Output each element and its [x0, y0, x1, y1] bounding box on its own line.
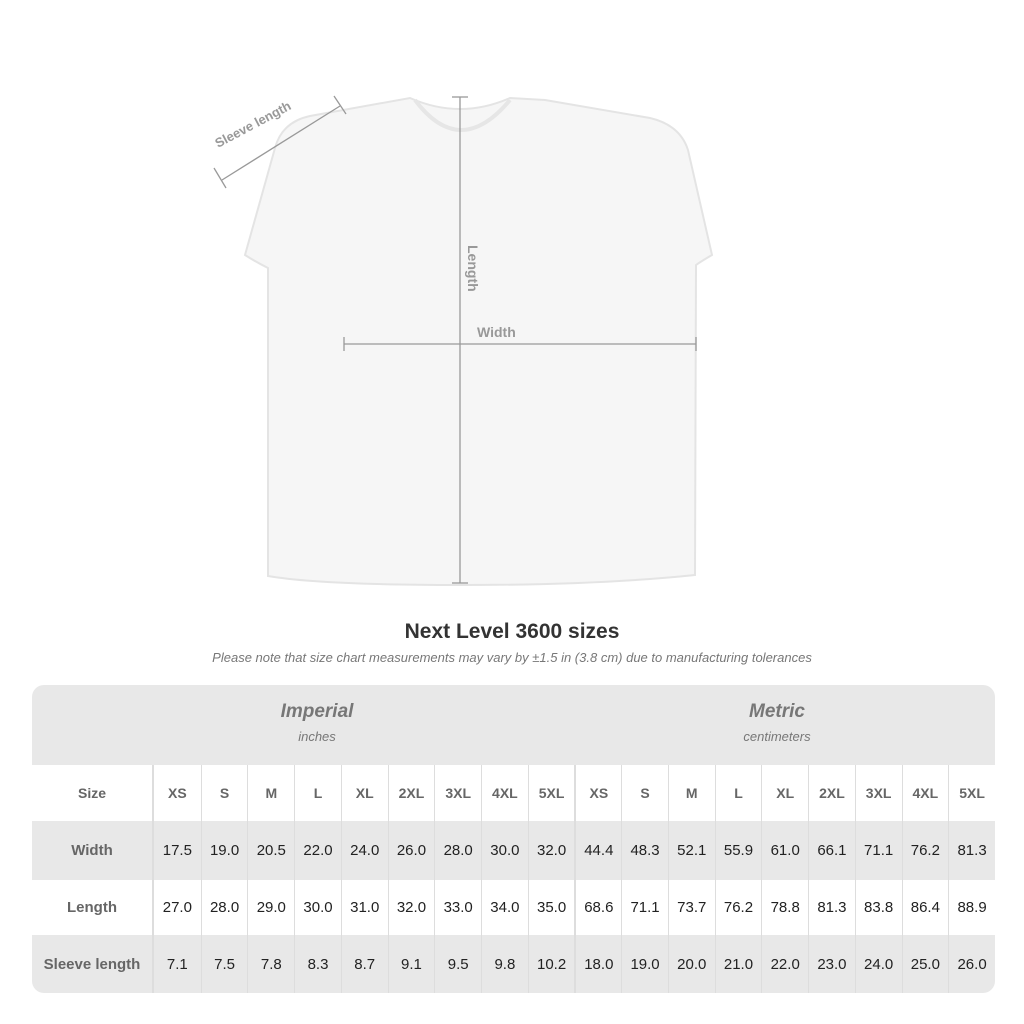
table-cell: 24.0	[854, 935, 902, 993]
metric-unit: centimeters	[743, 729, 811, 744]
table-cell: 3XL	[854, 765, 902, 821]
tshirt-shape	[243, 96, 714, 587]
table-cell: 30.0	[481, 821, 528, 880]
table-cell: 7.8	[247, 935, 294, 993]
imperial-unit: inches	[298, 729, 336, 744]
table-cell: 48.3	[621, 821, 668, 880]
table-cell: 4XL	[481, 765, 528, 821]
page-title: Next Level 3600 sizes	[404, 620, 620, 643]
table-cell: 68.6	[574, 880, 621, 935]
table-cell: 10.2	[527, 935, 575, 993]
table-row: Length 27.0 28.0 29.0 30.0 31.0 32.0 33.0 34.0 35…	[32, 880, 995, 935]
table-cell: 71.1	[854, 821, 902, 880]
table-cell: M	[667, 765, 715, 821]
table-cell: S	[200, 765, 248, 821]
table-cell: 8.7	[340, 935, 388, 993]
table-cell: 21.0	[714, 935, 762, 993]
table-cell: 18.0	[574, 935, 621, 993]
table-cell: 22.0	[294, 821, 341, 880]
table-cell: 34.0	[481, 880, 528, 935]
size-table: Imperial inches Metric centimeters Size X…	[32, 685, 995, 993]
table-header: Imperial inches Metric centimeters	[32, 685, 995, 765]
table-row: Size XS S M L XL 2XL 3XL 4XL 5XL XS S M L XL 2XL 3XL 4XL 5…	[32, 765, 995, 821]
table-cell: 26.0	[948, 935, 995, 993]
table-cell: 73.7	[667, 880, 715, 935]
table-cell: 30.0	[294, 880, 341, 935]
table-cell: 27.0	[162, 899, 192, 916]
table-cell: XS	[574, 765, 621, 821]
tolerance-note: Please note that size chart measurements…	[212, 650, 812, 665]
table-cell: 26.0	[387, 821, 435, 880]
table-cell: 9.5	[434, 935, 481, 993]
table-cell: L	[294, 765, 341, 821]
length-label: Length	[465, 245, 481, 292]
table-cell: XL	[761, 765, 808, 821]
table-cell: 81.3	[808, 880, 855, 935]
table-cell: 76.2	[901, 821, 949, 880]
table-cell: 17.5	[162, 842, 192, 859]
table-cell: 33.0	[434, 880, 481, 935]
metric-header: Metric centimeters	[602, 701, 952, 744]
row-label: Width	[32, 821, 154, 880]
table-cell: 4XL	[901, 765, 949, 821]
table-cell: 32.0	[527, 821, 575, 880]
table-cell: S	[621, 765, 668, 821]
table-cell: 22.0	[761, 935, 808, 993]
table-cell: 5XL	[527, 765, 575, 821]
table-cell: 8.3	[294, 935, 341, 993]
table-cell: 24.0	[340, 821, 388, 880]
table-cell: 5XL	[948, 765, 995, 821]
imperial-title: Imperial	[280, 701, 354, 722]
tshirt-diagram: Sleeve length Length Width	[212, 95, 714, 587]
table-cell: 3XL	[434, 765, 481, 821]
table-cell: 81.3	[948, 821, 995, 880]
table-cell: 7.5	[200, 935, 248, 993]
table-cell: 86.4	[901, 880, 949, 935]
table-cell: 9.1	[387, 935, 435, 993]
row-label: Sleeve length	[32, 935, 154, 993]
table-cell: 52.1	[667, 821, 715, 880]
table-cell: 78.8	[761, 880, 808, 935]
table-cell: L	[714, 765, 762, 821]
row-label: Size	[32, 765, 154, 821]
table-cell: 7.1	[166, 955, 188, 973]
table-cell: 28.0	[434, 821, 481, 880]
table-cell: 25.0	[901, 935, 949, 993]
table-cell: 9.8	[481, 935, 528, 993]
table-cell: 44.4	[574, 821, 621, 880]
table-cell: 35.0	[527, 880, 575, 935]
table-cell: 55.9	[714, 821, 762, 880]
width-label: Width	[477, 324, 516, 340]
table-cell: 31.0	[340, 880, 388, 935]
table-cell: 19.0	[621, 935, 668, 993]
imperial-header: Imperial inches	[154, 701, 480, 744]
row-label: Length	[32, 880, 154, 935]
measure-lines	[213, 95, 697, 584]
table-cell: 2XL	[387, 765, 435, 821]
table-cell: 20.0	[667, 935, 715, 993]
table-cell: 71.1	[621, 880, 668, 935]
table-cell: 32.0	[387, 880, 435, 935]
table-cell: 76.2	[714, 880, 762, 935]
table-row: Sleeve length 7.1 7.5 7.8 8.3 8.7 9.1 9.5 9.8 10.…	[32, 935, 995, 993]
table-cell: 19.0	[200, 821, 248, 880]
table-cell: 23.0	[808, 935, 855, 993]
table-cell: XS	[168, 785, 187, 801]
table-cell: 2XL	[808, 765, 855, 821]
table-cell: 88.9	[948, 880, 995, 935]
table-cell: M	[247, 765, 294, 821]
table-cell: 20.5	[247, 821, 294, 880]
table-row: Width 17.5 19.0 20.5 22.0 24.0 26.0 28.0 30.0 32.…	[32, 821, 995, 880]
table-cell: 83.8	[854, 880, 902, 935]
table-cell: 66.1	[808, 821, 855, 880]
metric-title: Metric	[749, 701, 805, 722]
table-cell: 61.0	[761, 821, 808, 880]
table-cell: 28.0	[200, 880, 248, 935]
table-cell: XL	[340, 765, 388, 821]
table-cell: 29.0	[247, 880, 294, 935]
